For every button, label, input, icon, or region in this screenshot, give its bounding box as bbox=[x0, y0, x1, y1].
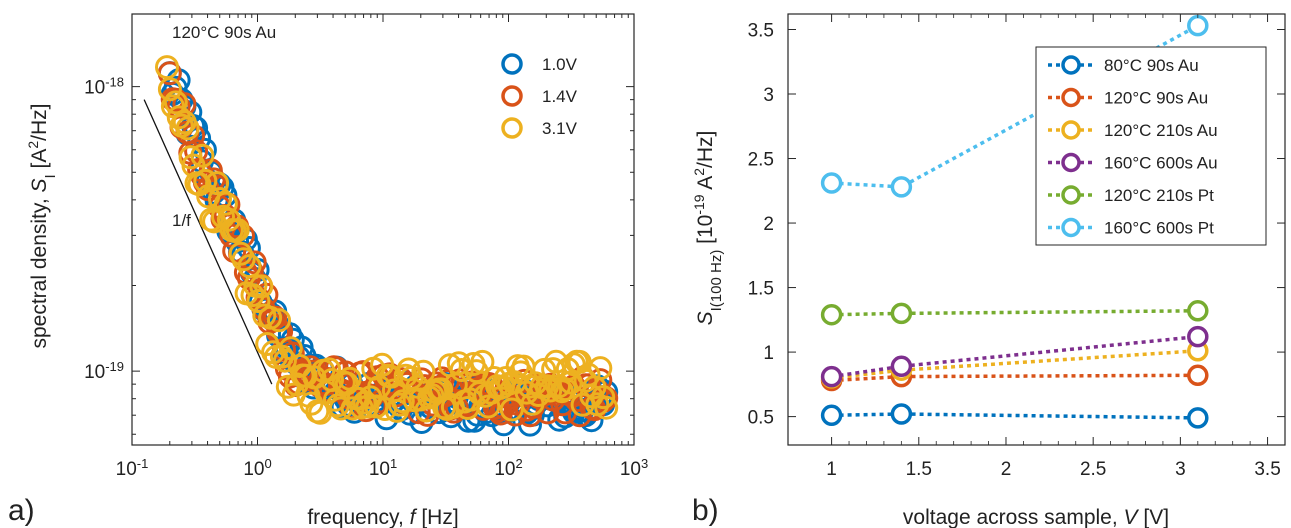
annotation-condition: 120°C 90s Au bbox=[172, 23, 276, 42]
legend-marker-b bbox=[1063, 187, 1079, 203]
legend-marker-b bbox=[1063, 122, 1079, 138]
y-label-prefix-a: spectral density, bbox=[28, 193, 51, 349]
y-tick-label-b: 3.5 bbox=[748, 20, 774, 41]
y-label-var-a: S bbox=[28, 178, 51, 192]
y-label-end-a: /Hz] bbox=[28, 103, 51, 140]
marker-120°C 210s Pt bbox=[892, 304, 910, 322]
y-label-end-b: A bbox=[694, 176, 717, 195]
marker-120°C 90s Au bbox=[1189, 366, 1207, 384]
marker-160°C 600s Pt bbox=[1189, 17, 1207, 35]
y-tick-label-b: 0.5 bbox=[748, 408, 774, 429]
legend-label-a: 1.0V bbox=[542, 55, 578, 74]
legend-marker-b bbox=[1063, 155, 1079, 171]
x-tick-label-b: 3 bbox=[1175, 459, 1186, 480]
y-tick-label-a: 10-18 bbox=[84, 74, 124, 99]
legend-label-b: 120°C 210s Pt bbox=[1104, 186, 1214, 205]
x-tick-label-a: 101 bbox=[369, 456, 397, 481]
legend-marker-b bbox=[1063, 57, 1079, 73]
x-tick-label-b: 2 bbox=[1001, 459, 1012, 480]
x-label-prefix-a: frequency, bbox=[307, 506, 409, 528]
panel-label-a: a) bbox=[8, 494, 35, 527]
y-label-post-b: [10 bbox=[694, 215, 717, 250]
y-axis-label-b: SI(100 Hz) [10-19 A2/Hz] bbox=[691, 131, 725, 326]
y-label-sup-b: -19 bbox=[691, 194, 707, 214]
marker-160°C 600s Au bbox=[1189, 328, 1207, 346]
y-label-sup-a: 2 bbox=[25, 141, 41, 149]
y-label-end2-b: /Hz] bbox=[694, 131, 717, 168]
marker-160°C 600s Pt bbox=[823, 174, 841, 192]
x-tick-label-a: 10-1 bbox=[116, 456, 149, 481]
legend-marker-b bbox=[1063, 220, 1079, 236]
legend-label-b: 160°C 600s Pt bbox=[1104, 219, 1214, 238]
marker-120°C 210s Pt bbox=[823, 306, 841, 324]
panel-label-b: b) bbox=[692, 494, 719, 527]
y-label-post-a: [A bbox=[28, 149, 51, 175]
y-tick-label-b: 1.5 bbox=[748, 279, 774, 300]
panel-b: 1 1.5 2 2.5 3 3.5 0.5 1 1.5 2 2.5 3 3.5 80°C 90s Au 1… bbox=[691, 14, 1285, 528]
marker-160°C 600s Au bbox=[823, 368, 841, 386]
y-tick-label-b: 1 bbox=[763, 343, 774, 364]
y-tick-label-b: 2 bbox=[763, 214, 774, 235]
legend-label-b: 120°C 210s Au bbox=[1104, 121, 1218, 140]
y-label-var-b: S bbox=[694, 311, 717, 325]
y-label-sub-b: I(100 Hz) bbox=[708, 250, 725, 312]
x-tick-label-a: 102 bbox=[494, 456, 522, 481]
marker-120°C 210s Pt bbox=[1189, 302, 1207, 320]
x-label-suffix-a: [Hz] bbox=[416, 506, 459, 528]
ref-label-text: 1/f bbox=[172, 211, 191, 230]
marker-80°C 90s Au bbox=[1189, 409, 1207, 427]
x-tick-label-b: 1.5 bbox=[906, 459, 932, 480]
marker-160°C 600s Pt bbox=[892, 178, 910, 196]
legend-label-b: 160°C 600s Au bbox=[1104, 154, 1218, 173]
x-axis-label-b: voltage across sample, V [V] bbox=[903, 506, 1169, 528]
y-tick-label-b: 2.5 bbox=[748, 150, 774, 171]
x-tick-label-b: 3.5 bbox=[1254, 459, 1280, 480]
legend-b: 80°C 90s Au 120°C 90s Au 120°C 210s Au 160°… bbox=[1036, 47, 1266, 245]
legend-label-b: 80°C 90s Au bbox=[1104, 56, 1199, 75]
y-tick-label-a: 10-19 bbox=[84, 359, 124, 384]
legend-box-b bbox=[1036, 47, 1266, 245]
marker-80°C 90s Au bbox=[892, 405, 910, 423]
x-label-prefix-b: voltage across sample, bbox=[903, 506, 1124, 528]
x-label-suffix-b: [V] bbox=[1138, 506, 1170, 528]
legend-label-a: 3.1V bbox=[542, 119, 578, 138]
legend-label-a: 1.4V bbox=[542, 87, 578, 106]
x-tick-label-b: 2.5 bbox=[1080, 459, 1106, 480]
marker-80°C 90s Au bbox=[823, 406, 841, 424]
x-tick-label-b: 1 bbox=[826, 459, 837, 480]
x-tick-label-a: 103 bbox=[620, 456, 648, 481]
x-tick-label-a: 100 bbox=[243, 456, 271, 481]
y-tick-label-b: 3 bbox=[763, 85, 774, 106]
y-axis-label-a: spectral density, SI [A2/Hz] bbox=[25, 103, 59, 348]
reference-line-label: 1/f bbox=[172, 211, 191, 230]
marker-160°C 600s Au bbox=[892, 357, 910, 375]
x-axis-label-a: frequency, f [Hz] bbox=[307, 506, 458, 528]
y-label-sup2-b: 2 bbox=[691, 168, 707, 176]
legend-marker-b bbox=[1063, 90, 1079, 106]
legend-label-b: 120°C 90s Au bbox=[1104, 89, 1208, 108]
